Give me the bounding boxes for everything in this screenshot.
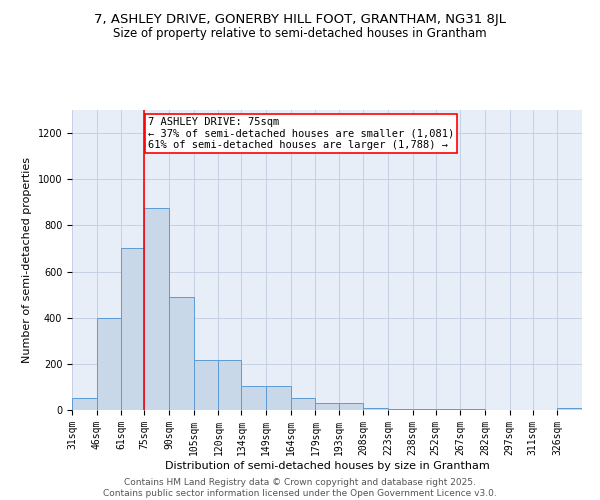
Bar bbox=[413, 409, 436, 410]
Bar bbox=[363, 408, 388, 410]
Bar bbox=[388, 409, 413, 410]
Bar bbox=[97, 318, 121, 410]
Y-axis label: Number of semi-detached properties: Number of semi-detached properties bbox=[22, 157, 32, 363]
Bar bbox=[169, 297, 194, 410]
Bar bbox=[72, 398, 97, 410]
Bar bbox=[266, 386, 291, 410]
Bar bbox=[194, 360, 218, 410]
Bar bbox=[338, 403, 363, 410]
X-axis label: Distribution of semi-detached houses by size in Grantham: Distribution of semi-detached houses by … bbox=[164, 460, 490, 470]
Bar bbox=[218, 360, 241, 410]
Bar bbox=[291, 398, 316, 410]
Bar bbox=[316, 403, 338, 410]
Text: 7, ASHLEY DRIVE, GONERBY HILL FOOT, GRANTHAM, NG31 8JL: 7, ASHLEY DRIVE, GONERBY HILL FOOT, GRAN… bbox=[94, 12, 506, 26]
Bar bbox=[557, 408, 582, 410]
Bar bbox=[145, 208, 169, 410]
Bar bbox=[241, 386, 266, 410]
Text: Contains HM Land Registry data © Crown copyright and database right 2025.
Contai: Contains HM Land Registry data © Crown c… bbox=[103, 478, 497, 498]
Bar bbox=[460, 409, 485, 410]
Text: 7 ASHLEY DRIVE: 75sqm
← 37% of semi-detached houses are smaller (1,081)
61% of s: 7 ASHLEY DRIVE: 75sqm ← 37% of semi-deta… bbox=[148, 117, 454, 150]
Bar bbox=[436, 409, 460, 410]
Text: Size of property relative to semi-detached houses in Grantham: Size of property relative to semi-detach… bbox=[113, 28, 487, 40]
Bar bbox=[121, 248, 145, 410]
